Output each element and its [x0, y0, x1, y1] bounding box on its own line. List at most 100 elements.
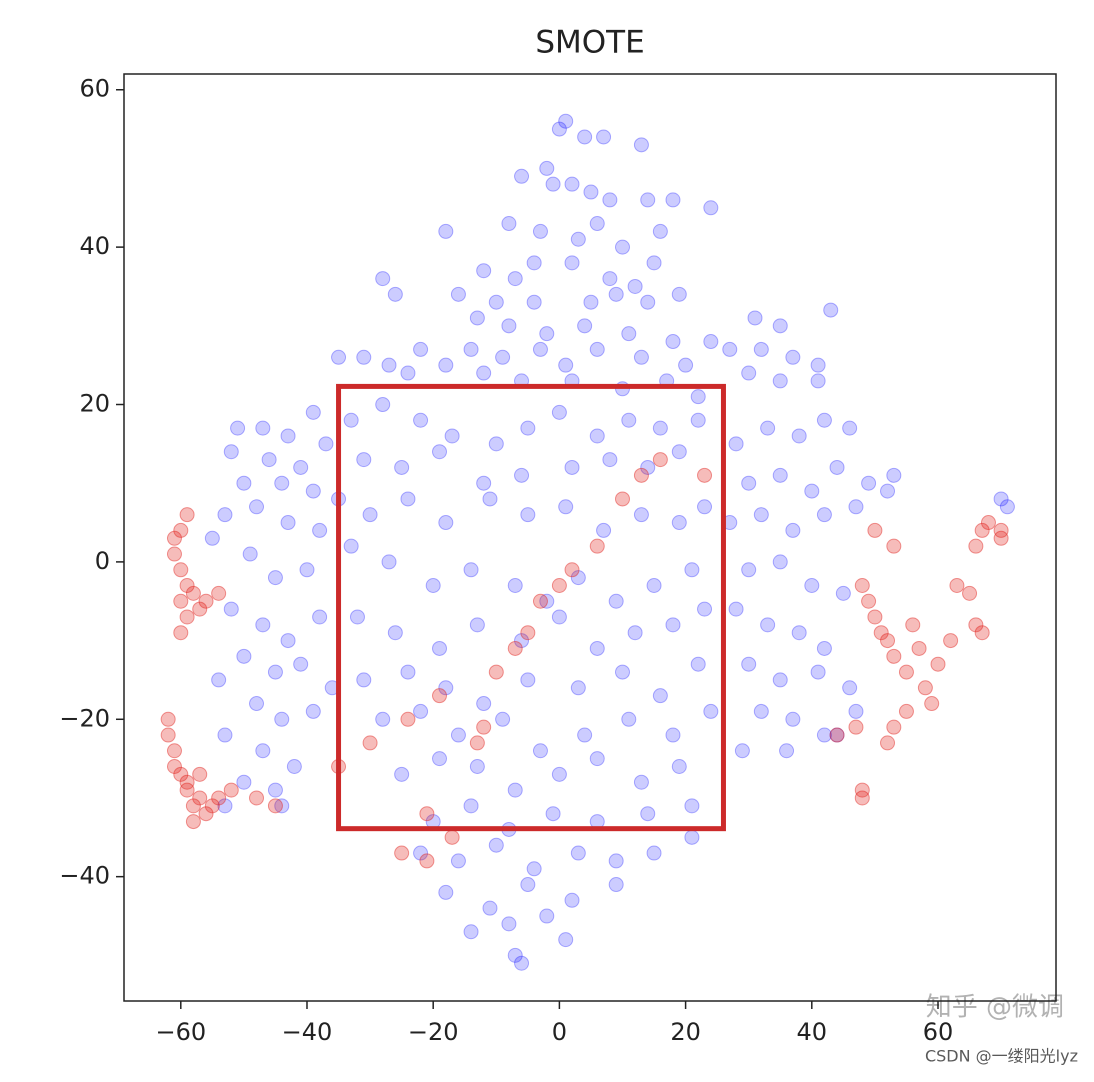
- point: [482, 900, 498, 916]
- point: [375, 397, 391, 413]
- point: [400, 365, 416, 381]
- point: [678, 357, 694, 373]
- point: [880, 735, 896, 751]
- point: [173, 522, 189, 538]
- point: [564, 459, 580, 475]
- point: [886, 538, 902, 554]
- point: [223, 601, 239, 617]
- point: [551, 766, 567, 782]
- point: [993, 530, 1009, 546]
- point: [785, 522, 801, 538]
- point: [173, 625, 189, 641]
- point: [495, 349, 511, 365]
- point: [652, 688, 668, 704]
- point: [387, 286, 403, 302]
- point: [545, 176, 561, 192]
- point: [608, 877, 624, 893]
- point: [760, 617, 776, 633]
- point: [394, 766, 410, 782]
- point: [236, 648, 252, 664]
- point: [267, 782, 283, 798]
- point: [166, 743, 182, 759]
- point: [179, 578, 195, 594]
- point: [848, 719, 864, 735]
- point: [993, 522, 1009, 538]
- point: [343, 412, 359, 428]
- point: [450, 727, 466, 743]
- point: [192, 766, 208, 782]
- point: [974, 522, 990, 538]
- point: [741, 562, 757, 578]
- point: [684, 798, 700, 814]
- point: [911, 640, 927, 656]
- point: [842, 420, 858, 436]
- point: [255, 743, 271, 759]
- point: [507, 782, 523, 798]
- point: [867, 609, 883, 625]
- y-tick-label: −20: [59, 704, 110, 732]
- point: [633, 467, 649, 483]
- point: [646, 845, 662, 861]
- point: [614, 664, 630, 680]
- point: [261, 452, 277, 468]
- point: [810, 357, 826, 373]
- point: [318, 436, 334, 452]
- point: [589, 428, 605, 444]
- point: [419, 853, 435, 869]
- point: [532, 593, 548, 609]
- point: [829, 459, 845, 475]
- point: [286, 758, 302, 774]
- point: [558, 113, 574, 129]
- point: [640, 192, 656, 208]
- point: [614, 491, 630, 507]
- point: [583, 184, 599, 200]
- point: [192, 601, 208, 617]
- y-tick-label: 0: [95, 547, 110, 575]
- point: [236, 475, 252, 491]
- point: [646, 255, 662, 271]
- point: [211, 585, 227, 601]
- point: [249, 499, 265, 515]
- point: [305, 703, 321, 719]
- point: [400, 711, 416, 727]
- point: [539, 160, 555, 176]
- point: [381, 357, 397, 373]
- point: [829, 727, 845, 743]
- point: [772, 373, 788, 389]
- point: [583, 294, 599, 310]
- point: [880, 483, 896, 499]
- point: [185, 585, 201, 601]
- point: [469, 617, 485, 633]
- point: [753, 703, 769, 719]
- point: [476, 719, 492, 735]
- point: [488, 294, 504, 310]
- point: [293, 656, 309, 672]
- point: [488, 664, 504, 680]
- point: [621, 711, 637, 727]
- point: [968, 617, 984, 633]
- point: [968, 538, 984, 554]
- point: [432, 640, 448, 656]
- point: [558, 357, 574, 373]
- point: [331, 349, 347, 365]
- point: [608, 286, 624, 302]
- point: [539, 908, 555, 924]
- x-tick-label: 20: [670, 1018, 701, 1046]
- point: [589, 640, 605, 656]
- point: [684, 562, 700, 578]
- point: [873, 625, 889, 641]
- point: [349, 609, 365, 625]
- point: [697, 467, 713, 483]
- point: [791, 428, 807, 444]
- point: [753, 507, 769, 523]
- point: [267, 570, 283, 586]
- point: [204, 530, 220, 546]
- point: [463, 562, 479, 578]
- point: [861, 475, 877, 491]
- point: [179, 782, 195, 798]
- point: [867, 522, 883, 538]
- point: [299, 562, 315, 578]
- point: [652, 223, 668, 239]
- point: [539, 593, 555, 609]
- point: [267, 798, 283, 814]
